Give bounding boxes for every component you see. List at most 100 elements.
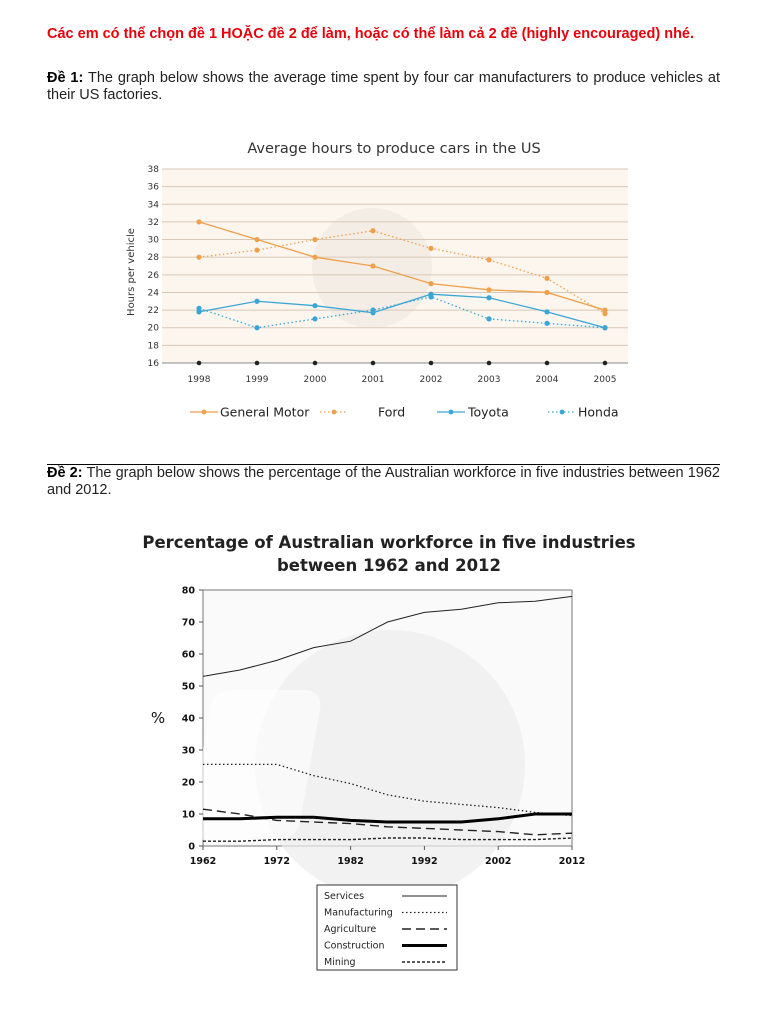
x-tick-label: 2001: [362, 375, 385, 385]
data-point: [370, 263, 376, 269]
data-point: [196, 254, 202, 260]
data-point: [544, 275, 550, 281]
y-tick-label: 30: [182, 746, 196, 757]
y-tick-label: 16: [148, 359, 160, 369]
legend-label: Mining: [324, 957, 356, 968]
y-tick-label: 18: [148, 341, 160, 351]
y-tick-label: 32: [148, 218, 159, 228]
x-tick-label: 2005: [594, 375, 617, 385]
x-tick-dot: [544, 360, 550, 366]
x-tick-label: 1999: [246, 375, 269, 385]
series-line-general-motor: [198, 221, 606, 311]
data-point: [486, 295, 492, 301]
legend-marker: [331, 409, 337, 415]
y-tick-label: 40: [182, 714, 196, 725]
data-point: [370, 307, 376, 313]
task1-text: The graph below shows the average time s…: [47, 70, 720, 103]
series-line-construction: [203, 812, 572, 824]
data-point: [428, 281, 434, 287]
y-tick-label: 50: [182, 682, 196, 693]
data-point: [370, 228, 376, 234]
x-tick-label: 2002: [485, 856, 511, 867]
y-tick-label: 34: [148, 200, 160, 210]
y-tick-label: 38: [148, 165, 160, 175]
legend-label: Construction: [324, 941, 385, 952]
legend-marker: [448, 409, 454, 415]
data-point: [312, 254, 318, 260]
watermark-logo: [255, 630, 525, 900]
y-tick-label: 60: [182, 650, 196, 661]
data-point: [312, 303, 318, 309]
series-line-services: [202, 595, 573, 677]
legend-label: Services: [324, 891, 364, 902]
data-point: [254, 247, 260, 253]
y-tick-label: 20: [182, 778, 196, 789]
data-point: [428, 294, 434, 300]
legend-label: Honda: [578, 405, 619, 420]
chart-subtitle: between 1962 and 2012: [277, 556, 501, 575]
y-tick-label: 70: [182, 618, 196, 629]
legend-marker: [201, 409, 207, 415]
task2-label: Đề 2:: [47, 465, 83, 481]
data-point: [486, 316, 492, 322]
data-point: [312, 316, 318, 322]
legend-label: Toyota: [467, 405, 509, 420]
series-line-manufacturing: [203, 763, 573, 817]
y-tick-label: 30: [148, 236, 160, 246]
x-tick-label: 1992: [411, 856, 437, 867]
x-tick-label: 2004: [536, 375, 559, 385]
x-tick-label: 1982: [337, 856, 363, 867]
x-tick-label: 1998: [188, 375, 211, 385]
series-line-ford: [198, 230, 606, 315]
x-tick-label: 1962: [190, 856, 216, 867]
y-tick-label: 36: [148, 183, 160, 193]
data-point: [196, 305, 202, 311]
chart-title: Average hours to produce cars in the US: [247, 141, 540, 157]
series-line-honda: [198, 296, 606, 329]
data-point: [486, 287, 492, 293]
data-point: [486, 257, 492, 263]
x-tick-dot: [254, 360, 260, 366]
y-tick-label: 28: [148, 253, 160, 263]
data-point: [196, 219, 202, 225]
task1-label: Đề 1:: [47, 70, 84, 86]
y-axis-label: %: [151, 709, 165, 727]
x-tick-label: 2012: [559, 856, 585, 867]
legend-label: Agriculture: [324, 924, 376, 935]
legend-label: Manufacturing: [324, 908, 393, 919]
data-point: [544, 309, 550, 315]
y-tick-label: 10: [182, 810, 196, 821]
task1-prompt: Đề 1: The graph below shows the average …: [47, 70, 720, 104]
x-tick-label: 1972: [264, 856, 290, 867]
y-tick-label: 80: [182, 586, 196, 597]
data-point: [544, 320, 550, 326]
task2-prompt: Đề 2: The graph below shows the percenta…: [47, 464, 720, 499]
x-tick-dot: [428, 360, 434, 366]
x-tick-dot: [312, 360, 318, 366]
x-tick-dot: [196, 360, 202, 366]
x-tick-label: 2000: [304, 375, 327, 385]
data-point: [254, 325, 260, 331]
x-tick-dot: [486, 360, 492, 366]
data-point: [254, 236, 260, 243]
data-point: [602, 325, 608, 331]
x-tick-dot: [602, 360, 608, 366]
chart-title: Percentage of Australian workforce in fi…: [142, 533, 635, 552]
y-tick-label: 20: [148, 324, 160, 334]
x-tick-label: 2002: [420, 375, 443, 385]
y-tick-label: 0: [188, 842, 195, 853]
data-point: [254, 298, 260, 304]
y-axis-label: Hours per vehicle: [126, 228, 137, 316]
y-tick-label: 24: [148, 288, 160, 298]
legend-label: Ford: [378, 405, 405, 420]
data-point: [544, 289, 550, 296]
data-point: [602, 311, 608, 317]
data-point: [428, 245, 434, 251]
intro-text: Các em có thể chọn đề 1 HOẶC đề 2 để làm…: [47, 26, 695, 42]
legend-box: [316, 884, 458, 971]
data-point: [312, 236, 318, 243]
y-tick-label: 26: [148, 271, 160, 281]
y-tick-label: 22: [148, 306, 159, 316]
legend-marker: [559, 409, 565, 415]
